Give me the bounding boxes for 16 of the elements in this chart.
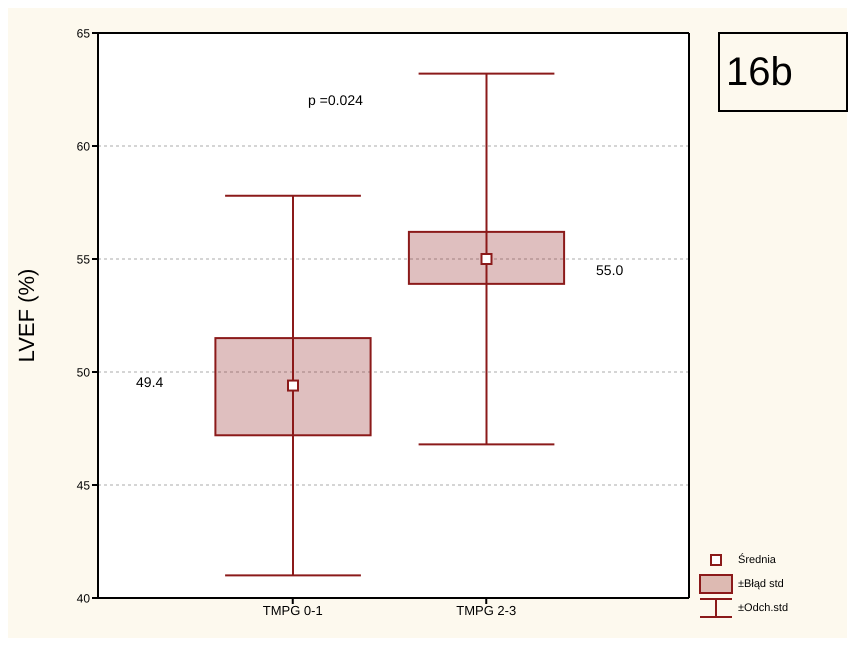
annotation: p =0.024 bbox=[308, 92, 363, 108]
text: Średnia bbox=[738, 554, 776, 566]
y-tick-label: 65 bbox=[76, 26, 90, 40]
y-axis-title: LVEF (%) bbox=[14, 268, 39, 362]
y-tick-label: 40 bbox=[76, 591, 90, 606]
y-tick-label: 45 bbox=[76, 478, 90, 492]
x-tick-label: TMPG 2-3 bbox=[456, 603, 516, 618]
text: ±Błąd std bbox=[738, 578, 784, 590]
annotation: 55.0 bbox=[596, 262, 624, 278]
y-tick-label: 60 bbox=[76, 139, 90, 154]
annotation: 49.4 bbox=[136, 374, 164, 390]
text: ±Odch.std bbox=[738, 602, 788, 614]
y-tick-label: 50 bbox=[76, 365, 90, 380]
x-tick-label: TMPG 0-1 bbox=[262, 603, 323, 618]
y-tick-label: 55 bbox=[76, 252, 90, 266]
text: 16b bbox=[718, 32, 848, 112]
